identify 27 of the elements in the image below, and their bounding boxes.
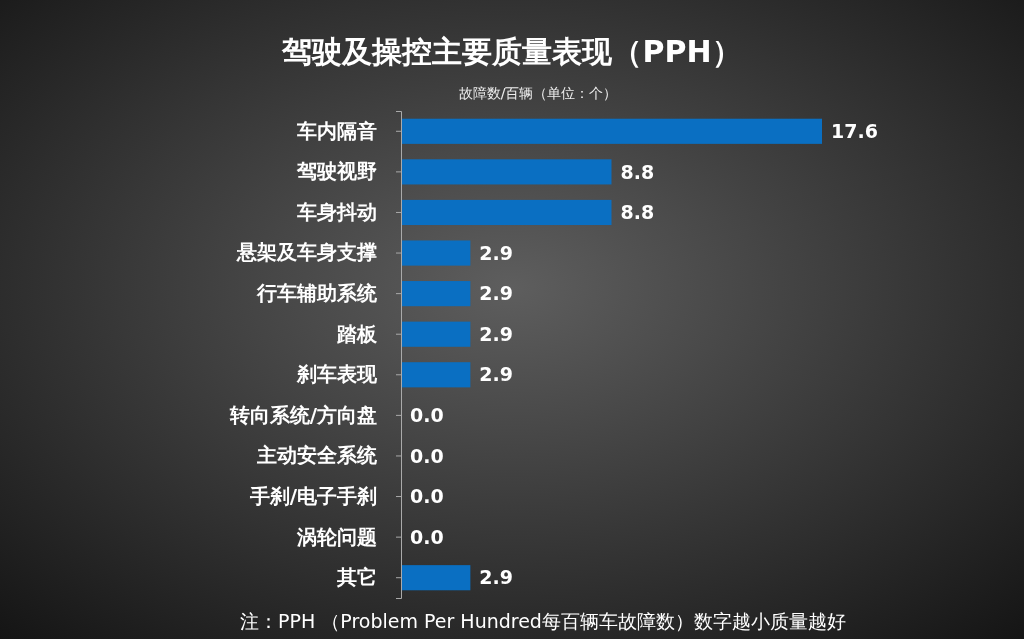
y-tick-label: 行车辅助系统 <box>256 281 378 306</box>
y-tick-label: 车身抖动 <box>296 199 377 224</box>
y-tick-label: 其它 <box>336 565 377 590</box>
y-tick-label: 涡轮问题 <box>296 524 377 549</box>
data-label: 8.8 <box>620 160 655 183</box>
data-label: 2.9 <box>479 282 514 305</box>
y-tick-label: 踏板 <box>336 321 378 346</box>
data-label: 8.8 <box>620 201 655 224</box>
y-tick-label: 转向系统/方向盘 <box>228 402 377 427</box>
data-label: 0.0 <box>410 485 444 508</box>
data-label: 2.9 <box>479 241 514 264</box>
data-label: 2.9 <box>479 363 514 386</box>
y-tick-label: 车内隔音 <box>296 118 377 143</box>
y-tick-label: 悬架及车身支撑 <box>236 240 377 265</box>
data-label: 2.9 <box>479 566 514 589</box>
data-label: 0.0 <box>410 525 444 548</box>
y-tick-label: 刹车表现 <box>296 362 378 387</box>
text: 注：PPH （Problem Per Hundred每百辆车故障数）数字越小质量越好 <box>240 610 846 632</box>
chart-title: 驾驶及操控主要质量表现（PPH） <box>281 34 742 69</box>
data-label: 0.0 <box>410 444 444 467</box>
data-label: 2.9 <box>479 322 514 345</box>
chart-subtitle: 故障数/百辆（单位：个） <box>458 85 618 101</box>
y-tick-label: 主动安全系统 <box>256 443 378 468</box>
y-tick-label: 手刹/电子手刹 <box>248 483 377 508</box>
data-label: 17.6 <box>831 119 878 142</box>
data-label: 0.0 <box>410 404 444 427</box>
y-tick-label: 驾驶视野 <box>296 159 377 184</box>
